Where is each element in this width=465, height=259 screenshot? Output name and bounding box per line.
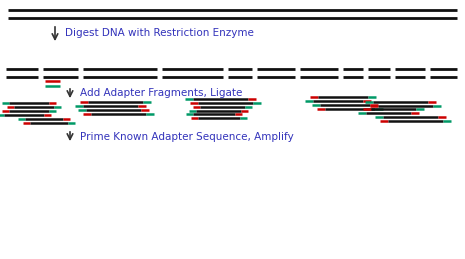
- Text: Digest DNA with Restriction Enzyme: Digest DNA with Restriction Enzyme: [65, 28, 254, 38]
- Text: Prime Known Adapter Sequence, Amplify: Prime Known Adapter Sequence, Amplify: [80, 132, 294, 142]
- Text: Add Adapter Fragments, Ligate: Add Adapter Fragments, Ligate: [80, 88, 242, 98]
